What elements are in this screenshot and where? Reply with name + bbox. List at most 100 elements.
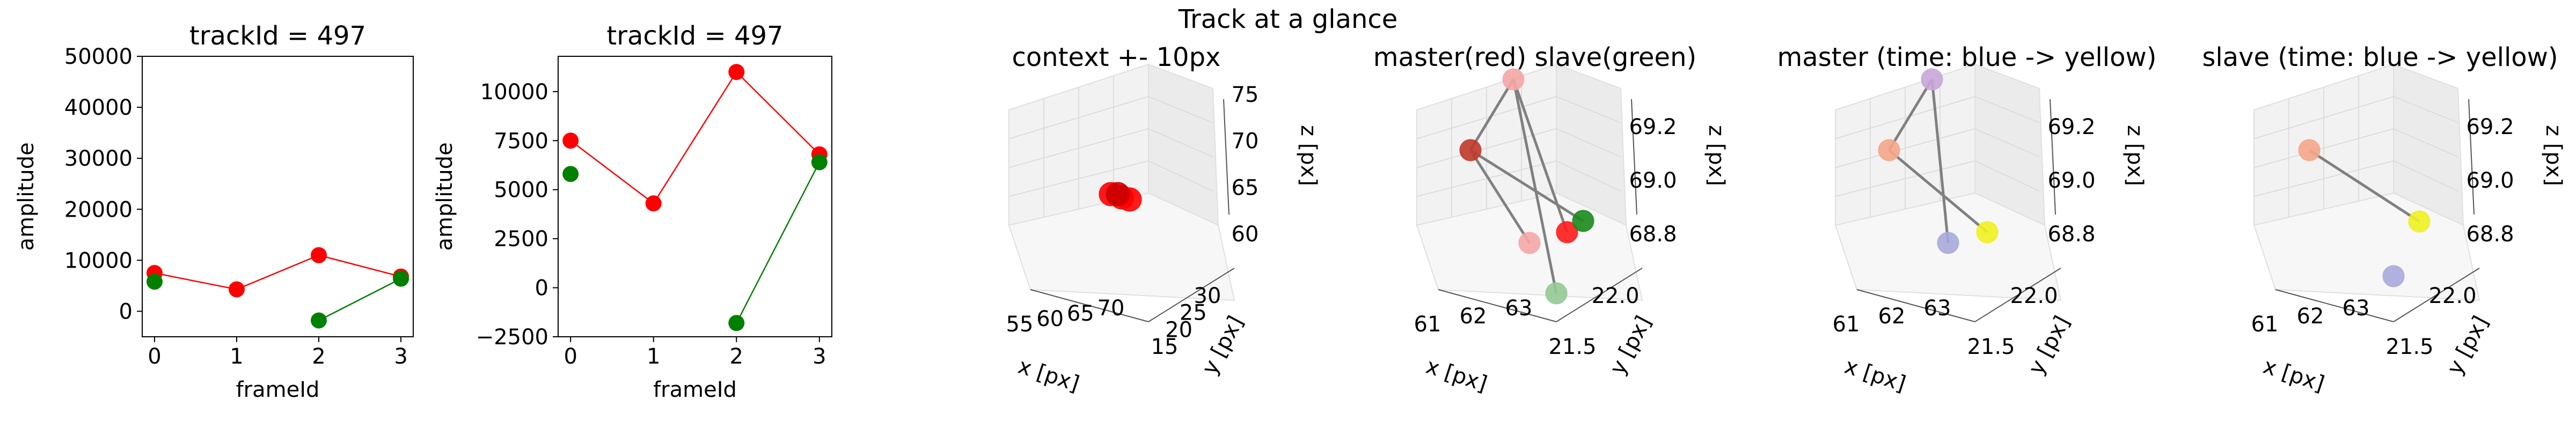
data-point	[728, 64, 745, 80]
z-axis-line	[1631, 99, 1637, 215]
x-tick-label: 1	[647, 344, 660, 369]
y-tick-label: 22.0	[1591, 284, 1639, 308]
y-tick-label: 20	[1165, 317, 1192, 342]
y-tick-label: 10000	[480, 80, 548, 105]
series-line-1	[154, 254, 401, 290]
x-tick-label: 3	[394, 344, 407, 369]
z-tick-label: 70	[1232, 129, 1259, 154]
grid-line	[2253, 128, 2394, 168]
scatter-point	[1878, 139, 1900, 161]
grid-line	[1416, 160, 1557, 197]
z-tick-label: 65	[1232, 175, 1259, 200]
x-tick-label: 61	[1833, 312, 1860, 337]
data-point	[562, 166, 579, 182]
scatter-point	[2408, 210, 2431, 233]
grid-line	[1974, 96, 2040, 123]
y-tick-label: 20000	[64, 197, 133, 222]
chart-title: trackId = 497	[606, 21, 783, 51]
trajectory-line	[1930, 79, 1950, 243]
grid-line	[2253, 160, 2394, 197]
y-tick-label: 5000	[494, 178, 548, 203]
x-tick-label: 62	[1460, 304, 1487, 329]
grid-line	[2393, 96, 2458, 123]
y-tick-label: 22.0	[2010, 284, 2058, 308]
grid-line	[1556, 160, 1621, 192]
trajectory-line	[1469, 149, 1531, 244]
y-axis-label: amplitude	[14, 142, 39, 250]
grid-line	[1008, 160, 1149, 197]
scatter-point	[1459, 139, 1482, 161]
data-point	[228, 281, 245, 298]
y-tick-label: 21.5	[1967, 335, 2015, 359]
x-tick-label: 1	[230, 344, 243, 369]
scatter-point	[1937, 232, 1959, 254]
plot-frame	[142, 56, 414, 337]
x-axis-line	[1856, 289, 1975, 322]
trajectory-line	[1469, 149, 1584, 223]
scatter-point	[1572, 210, 1594, 232]
grid-line	[1974, 128, 2040, 158]
z-axis-line	[2050, 99, 2056, 215]
z-tick-label: 69.0	[2466, 168, 2514, 193]
x-tick-label: 63	[2343, 296, 2370, 321]
y-tick-label: 21.5	[2385, 335, 2433, 359]
panel-title: master(red) slave(green)	[1373, 42, 1696, 72]
y-tick-label: 2500	[494, 227, 548, 252]
grid-line	[1008, 128, 1149, 168]
z-tick-label: 68.8	[2047, 222, 2095, 247]
grid-line	[1148, 96, 1213, 123]
x-tick-label: 61	[2251, 312, 2279, 337]
trajectory-line	[1512, 79, 1558, 294]
x-tick-label: 61	[1414, 312, 1441, 337]
y-tick-label: −2500	[476, 325, 548, 350]
z-tick-label: 69.0	[1629, 168, 1677, 193]
x-axis-label: x [px]	[1015, 354, 1082, 397]
scatter-point	[2298, 139, 2321, 161]
grid-line	[1974, 160, 2040, 192]
trajectory-line	[1888, 149, 1988, 233]
y-tick-label: 25	[1180, 301, 1207, 326]
scatter-point	[1106, 182, 1130, 206]
y-axis-line	[1974, 268, 2061, 322]
z-tick-label: 69.0	[2047, 168, 2095, 193]
scatter-point	[1921, 68, 1943, 91]
scatter-point	[1545, 282, 1568, 305]
y-tick-label: 0	[119, 299, 133, 324]
trajectory-line	[1887, 78, 1934, 151]
trajectory-line	[2308, 149, 2420, 223]
z-tick-label: 69.2	[2047, 115, 2095, 139]
x-axis-line	[2275, 289, 2394, 322]
x-tick-label: 2	[312, 344, 325, 369]
z-axis-label: z [px]	[1296, 125, 1321, 186]
grid-line	[1148, 128, 1213, 158]
scatter-point	[2382, 265, 2405, 287]
series-line-2	[318, 278, 401, 321]
line-chart-1: trackId = 497 0 1 2 3 0 10000 20000 30000 40000 50…	[14, 21, 414, 402]
grid-line	[1835, 128, 1975, 168]
x-tick-label: 62	[2297, 304, 2324, 329]
z-tick-label: 60	[1232, 222, 1259, 247]
y-tick-label: 7500	[494, 129, 548, 153]
data-point	[728, 315, 745, 331]
scatter-point	[1502, 68, 1525, 91]
y-axis-line	[1148, 268, 1235, 322]
data-point	[645, 195, 662, 212]
panel-title: master (time: blue -> yellow)	[1777, 42, 2157, 72]
x-axis-label: frameId	[236, 378, 320, 402]
z-tick-label: 75	[1232, 83, 1259, 107]
x-axis-line	[1030, 289, 1149, 322]
y-tick-label: 15	[1151, 335, 1179, 359]
y-axis-line	[2393, 268, 2480, 322]
panel-title: slave (time: blue -> yellow)	[2202, 42, 2558, 72]
x-tick-label: 60	[1036, 307, 1064, 331]
trajectory-line	[1469, 78, 1515, 151]
grid-line	[1148, 160, 1213, 192]
y-axis-line	[1556, 268, 1643, 322]
x-tick-label: 70	[1097, 296, 1125, 321]
panel-title: context +- 10px	[1012, 42, 1221, 72]
z-tick-label: 68.8	[2466, 222, 2514, 247]
line-chart-2: trackId = 497 0 1 2 3 −2500 0 2500 5000 7500 10000…	[433, 21, 832, 402]
